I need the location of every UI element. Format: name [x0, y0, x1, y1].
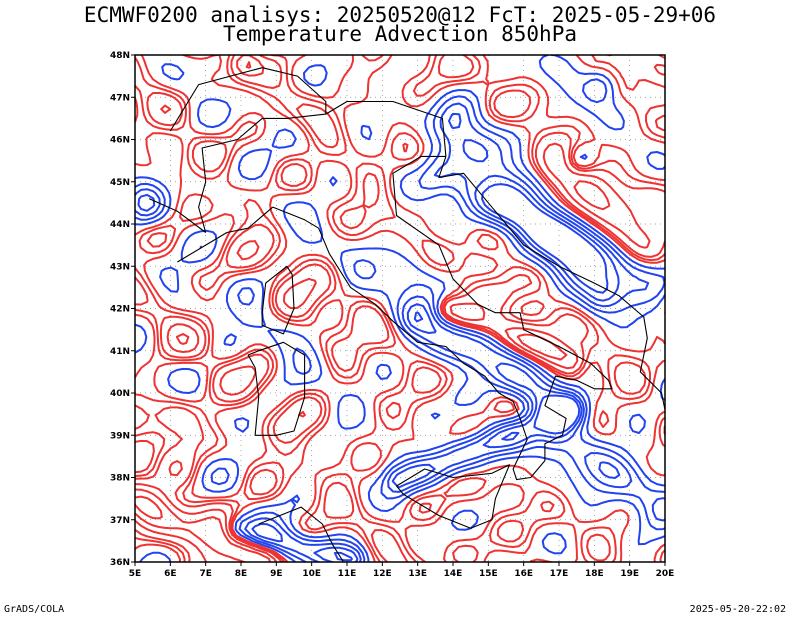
tunisia-coast-outline	[258, 506, 344, 562]
lon-tick-label: 12E	[373, 569, 392, 579]
lat-tick-label: 37N	[110, 516, 130, 526]
lat-tick-label: 42N	[110, 305, 130, 315]
cold-advection-contour	[137, 112, 621, 562]
lon-tick-label: 16E	[514, 569, 533, 579]
lon-tick-label: 8E	[235, 569, 247, 579]
lon-tick-label: 9E	[270, 569, 282, 579]
lon-tick-label: 7E	[199, 569, 211, 579]
lon-tick-label: 11E	[338, 569, 357, 579]
latitude-axis: 36N 37N 38N 39N 40N 41N 42N 43N 44N 45N 46N 47N 48N	[110, 51, 130, 568]
cold-advection-contour	[333, 183, 609, 562]
footer-credit: GrADS/COLA	[4, 604, 65, 615]
lon-tick-label: 18E	[585, 569, 604, 579]
lon-tick-label: 13E	[408, 569, 427, 579]
warm-advection-contour	[135, 55, 651, 562]
lat-tick-label: 44N	[110, 220, 130, 230]
balkan-coast-outline	[438, 156, 665, 411]
sardinia-outline	[247, 341, 306, 436]
cold-advection-contour	[135, 78, 665, 562]
plot-frame	[134, 54, 666, 563]
french-inland-border	[148, 198, 207, 233]
lon-tick-label: 17E	[550, 569, 569, 579]
ligurian-coast-outline	[177, 206, 274, 263]
lat-tick-label: 45N	[110, 178, 130, 188]
coastlines	[148, 67, 665, 562]
lon-tick-label: 19E	[620, 569, 639, 579]
footer-timestamp: 2025-05-20-22:02	[689, 604, 786, 615]
italy-peninsula-outline	[272, 155, 613, 481]
longitude-axis: 5E 6E 7E 8E 9E 10E 11E 12E 13E 14E 15E 16E 17E 18E 19E…	[129, 569, 675, 579]
lon-tick-label: 5E	[129, 569, 141, 579]
warm-advection-contour	[135, 61, 611, 562]
sicily-outline	[396, 464, 511, 529]
lat-tick-label: 39N	[110, 431, 130, 441]
swiss-border-outline	[169, 67, 327, 132]
lon-tick-label: 20E	[656, 569, 675, 579]
lat-tick-label: 46N	[110, 136, 130, 146]
cold-advection-contour	[135, 102, 665, 562]
lon-tick-label: 10E	[302, 569, 321, 579]
map-title-line1: ECMWF0200 analisys: 20250520@12 FcT: 202…	[83, 3, 717, 27]
lat-tick-label: 40N	[110, 389, 130, 399]
corsica-outline	[261, 265, 295, 335]
warm-advection-contour	[135, 55, 665, 562]
map-title-line2: Temperature Advection 850hPa	[222, 22, 577, 46]
lon-tick-label: 6E	[164, 569, 176, 579]
lat-tick-label: 41N	[110, 347, 130, 357]
lat-tick-label: 36N	[110, 558, 130, 568]
lat-tick-label: 47N	[110, 93, 130, 103]
lat-tick-label: 48N	[110, 51, 130, 61]
lat-tick-label: 38N	[110, 474, 130, 484]
warm-advection-contour	[135, 55, 665, 562]
alps-border-outline	[198, 100, 447, 233]
contour-field	[135, 55, 665, 562]
lat-tick-label: 43N	[110, 262, 130, 272]
lon-tick-label: 15E	[479, 569, 498, 579]
warm-advection-contour	[135, 55, 665, 562]
lon-tick-label: 14E	[444, 569, 463, 579]
